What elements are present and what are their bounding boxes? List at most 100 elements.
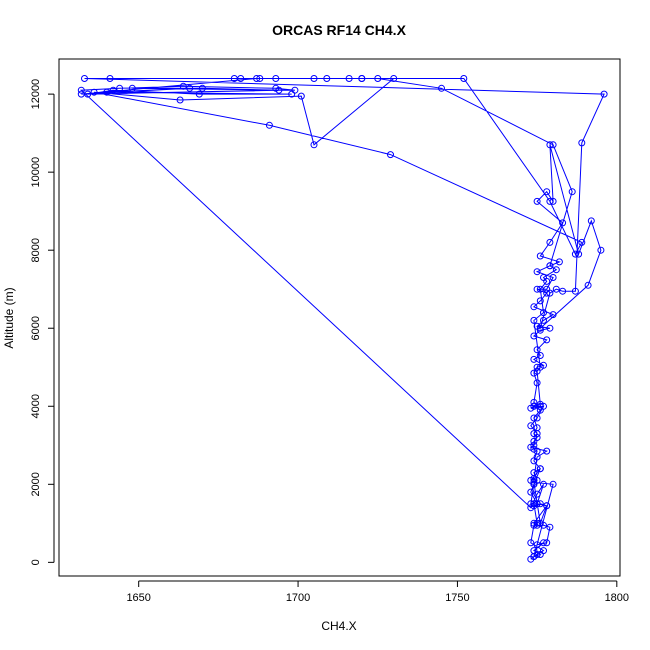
data-point — [559, 287, 567, 295]
data-point — [533, 379, 541, 387]
data-point — [176, 96, 184, 104]
data-point — [530, 414, 538, 422]
y-axis: 0 2000 4000 6000 8000 10000 12000 — [30, 79, 55, 565]
data-point — [536, 297, 544, 305]
data-point — [90, 88, 98, 96]
data-point — [374, 75, 382, 82]
data-point — [530, 402, 538, 410]
data-point — [527, 422, 535, 430]
x-tick-label: 1700 — [286, 592, 310, 604]
data-point — [543, 289, 551, 297]
data-point — [345, 75, 353, 82]
y-tick-label: 6000 — [30, 316, 42, 340]
y-axis-label: Altitude (m) — [2, 287, 16, 348]
data-point — [543, 447, 551, 455]
data-point — [578, 238, 586, 246]
data-point — [536, 252, 544, 260]
data-point — [540, 316, 547, 324]
data-point — [530, 332, 538, 340]
data-point — [438, 84, 445, 92]
data-point — [533, 519, 541, 527]
data-point — [536, 465, 544, 473]
data-point — [530, 441, 538, 449]
data-point — [552, 266, 560, 274]
data-point — [297, 92, 305, 100]
data-point — [530, 316, 538, 324]
y-tick-label: 2000 — [30, 472, 42, 496]
x-axis-label: CH4.X — [321, 619, 356, 633]
data-point — [546, 141, 554, 149]
data-point — [540, 309, 547, 317]
data-point — [460, 75, 468, 82]
data-point — [533, 414, 541, 422]
series-group — [77, 75, 608, 563]
data-point — [77, 86, 85, 94]
data-point — [555, 258, 563, 266]
data-point — [533, 447, 541, 455]
data-point — [543, 277, 551, 285]
data-point — [543, 188, 551, 196]
data-point — [559, 219, 567, 227]
data-point — [288, 90, 296, 98]
data-point — [387, 151, 394, 159]
data-point — [578, 139, 586, 147]
data-point — [198, 84, 206, 92]
data-point — [552, 285, 560, 293]
data-point — [527, 539, 535, 547]
data-point — [536, 352, 544, 359]
data-point — [106, 75, 114, 82]
data-point — [533, 197, 541, 205]
data-point — [533, 490, 541, 498]
data-point — [587, 217, 595, 225]
data-point — [530, 553, 538, 560]
data-point — [179, 82, 187, 90]
data-point — [543, 336, 551, 344]
data-point — [530, 398, 538, 406]
y-tick-label: 4000 — [30, 394, 42, 418]
data-point — [543, 539, 551, 547]
data-point — [546, 289, 554, 297]
data-point — [530, 469, 538, 477]
data-point — [546, 238, 554, 246]
data-point — [536, 324, 544, 332]
data-point — [549, 141, 557, 149]
data-point — [546, 523, 554, 531]
data-point — [549, 197, 557, 205]
data-point — [571, 287, 579, 295]
data-point — [546, 324, 554, 332]
data-point — [543, 502, 551, 510]
data-point — [116, 84, 124, 92]
data-point — [549, 480, 557, 488]
data-point — [575, 250, 583, 258]
data-point — [323, 75, 331, 82]
y-tick-label: 10000 — [30, 157, 42, 188]
plot-frame — [58, 58, 621, 577]
data-point — [536, 519, 544, 527]
y-tick-label: 0 — [30, 559, 42, 565]
data-point — [533, 424, 541, 432]
data-point — [256, 75, 264, 82]
data-point — [533, 268, 541, 276]
data-point — [186, 84, 194, 92]
data-point — [533, 363, 541, 371]
data-point — [584, 281, 592, 289]
data-point — [310, 141, 318, 149]
data-point — [536, 500, 544, 508]
data-point — [265, 121, 273, 129]
data-point — [81, 75, 88, 82]
data-point — [546, 197, 554, 205]
data-point — [253, 75, 261, 82]
x-axis: 1650 1700 1750 1800 — [126, 580, 629, 604]
data-point — [527, 504, 535, 512]
data-point — [536, 551, 544, 558]
data-point — [358, 75, 366, 82]
data-point — [597, 246, 605, 254]
data-point — [540, 480, 547, 488]
data-point — [103, 88, 111, 96]
data-point — [109, 86, 117, 94]
data-point — [128, 84, 136, 92]
data-point — [530, 437, 538, 445]
data-point — [533, 346, 541, 354]
data-point — [530, 478, 538, 486]
data-point — [549, 274, 557, 281]
